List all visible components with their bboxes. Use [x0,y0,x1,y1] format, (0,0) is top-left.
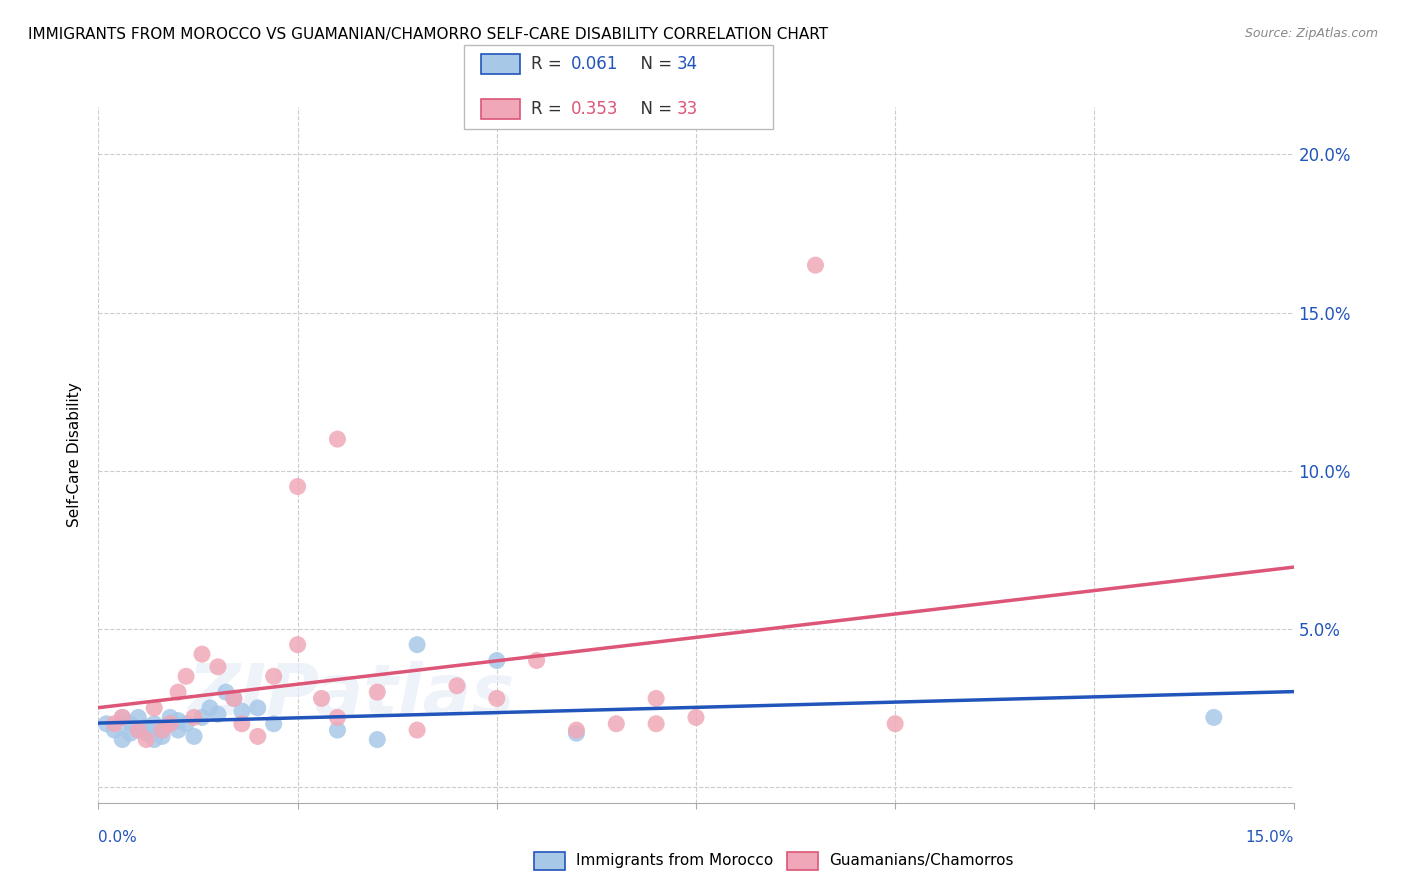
Point [127,723,149,737]
Point [111,732,134,747]
Y-axis label: Self-Care Disability: Self-Care Disability [67,383,83,527]
Point [565,726,588,740]
Point [143,716,166,731]
Point [246,701,269,715]
Text: Guamanians/Chamorros: Guamanians/Chamorros [830,854,1014,868]
Point [167,714,190,728]
Text: N =: N = [630,100,678,118]
Point [526,653,548,667]
Point [135,732,157,747]
Point [246,730,269,744]
Point [135,720,157,734]
Point [135,726,157,740]
Point [127,710,149,724]
Point [191,710,214,724]
Point [485,653,508,667]
Point [884,716,907,731]
Point [326,710,349,724]
Text: Immigrants from Morocco: Immigrants from Morocco [576,854,773,868]
Text: R =: R = [531,100,568,118]
Point [183,710,205,724]
Text: Source: ZipAtlas.com: Source: ZipAtlas.com [1244,27,1378,40]
Point [804,258,827,272]
Point [326,723,349,737]
Point [215,685,238,699]
Point [167,685,190,699]
Point [150,730,173,744]
Text: 33: 33 [676,100,697,118]
Point [143,701,166,715]
Text: 0.0%: 0.0% [98,830,138,845]
Point [231,716,253,731]
Point [311,691,333,706]
Point [207,660,229,674]
Point [1202,710,1225,724]
Point [159,716,181,731]
Point [159,716,181,731]
Point [167,723,190,737]
Text: 0.061: 0.061 [571,55,619,73]
Point [605,716,627,731]
Point [120,716,142,731]
Point [111,710,134,724]
Point [406,638,429,652]
Point [287,479,309,493]
Point [366,732,388,747]
Point [231,704,253,718]
Point [207,707,229,722]
Point [222,691,245,706]
Point [446,679,468,693]
Point [183,730,205,744]
Point [406,723,429,737]
Point [143,732,166,747]
Point [287,638,309,652]
Point [191,647,214,661]
Text: IMMIGRANTS FROM MOROCCO VS GUAMANIAN/CHAMORRO SELF-CARE DISABILITY CORRELATION C: IMMIGRANTS FROM MOROCCO VS GUAMANIAN/CHA… [28,27,828,42]
Point [198,701,221,715]
Point [645,716,668,731]
Point [685,710,707,724]
Point [174,716,197,731]
Text: N =: N = [630,55,678,73]
Text: 0.353: 0.353 [571,100,619,118]
Point [174,669,197,683]
Point [150,723,173,737]
Point [263,669,285,683]
Text: ZIPatlas: ZIPatlas [188,661,516,730]
Point [222,691,245,706]
Text: 15.0%: 15.0% [1246,830,1294,845]
Point [159,710,181,724]
Point [565,723,588,737]
Text: 34: 34 [676,55,697,73]
Point [366,685,388,699]
Point [485,691,508,706]
Point [127,723,149,737]
Point [96,716,118,731]
Text: R =: R = [531,55,568,73]
Point [111,710,134,724]
Point [120,726,142,740]
Point [103,723,125,737]
Point [103,716,125,731]
Point [645,691,668,706]
Point [263,716,285,731]
Point [326,432,349,446]
Point [150,723,173,737]
